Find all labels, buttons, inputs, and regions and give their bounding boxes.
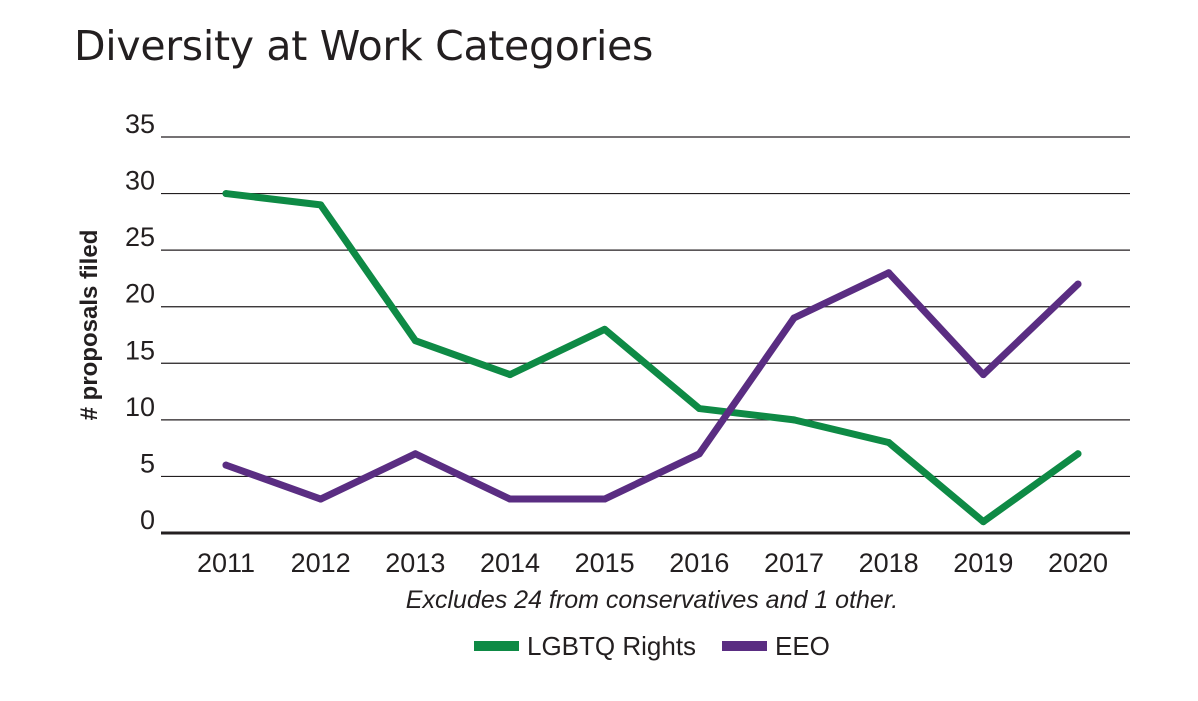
data-point bbox=[790, 416, 798, 424]
y-axis-ticks: 0 5 10 15 20 25 30 35 bbox=[125, 109, 155, 535]
y-tick-label: 5 bbox=[140, 448, 155, 478]
y-tick-label: 30 bbox=[125, 166, 155, 196]
series-line-lgbtq-rights bbox=[222, 190, 1082, 526]
data-point bbox=[979, 518, 987, 526]
x-tick-label: 2013 bbox=[385, 548, 445, 578]
y-tick-label: 20 bbox=[125, 279, 155, 309]
y-axis-label: # proposals filed bbox=[76, 230, 103, 421]
chart-annotation: Excludes 24 from conservatives and 1 oth… bbox=[406, 586, 898, 614]
data-point bbox=[885, 269, 893, 277]
chart-title: Diversity at Work Categories bbox=[74, 22, 654, 70]
x-tick-label: 2014 bbox=[480, 548, 540, 578]
data-point bbox=[222, 190, 230, 198]
y-tick-label: 25 bbox=[125, 222, 155, 252]
y-tick-label: 35 bbox=[125, 109, 155, 139]
data-point bbox=[695, 405, 703, 413]
x-axis-ticks: 2011 2012 2013 2014 2015 2016 2017 2018 2019 2020 bbox=[197, 548, 1108, 578]
data-point bbox=[411, 337, 419, 345]
x-tick-label: 2018 bbox=[859, 548, 919, 578]
data-point bbox=[601, 495, 609, 503]
data-point bbox=[317, 201, 325, 209]
data-point bbox=[601, 325, 609, 333]
y-tick-label: 0 bbox=[140, 505, 155, 535]
x-tick-label: 2016 bbox=[669, 548, 729, 578]
legend-label: LGBTQ Rights bbox=[527, 631, 696, 661]
series-line-eeo bbox=[222, 269, 1082, 503]
data-point bbox=[222, 461, 230, 469]
legend-label: EEO bbox=[775, 631, 830, 661]
data-point bbox=[317, 495, 325, 503]
x-tick-label: 2011 bbox=[197, 548, 255, 578]
x-tick-label: 2017 bbox=[764, 548, 824, 578]
series-lines bbox=[222, 190, 1082, 526]
data-point bbox=[506, 495, 514, 503]
y-tick-label: 15 bbox=[125, 335, 155, 365]
data-point bbox=[411, 450, 419, 458]
legend: LGBTQ Rights EEO bbox=[474, 631, 830, 661]
x-tick-label: 2019 bbox=[953, 548, 1013, 578]
data-point bbox=[1074, 450, 1082, 458]
data-point bbox=[1074, 280, 1082, 288]
data-point bbox=[885, 438, 893, 446]
y-tick-label: 10 bbox=[125, 392, 155, 422]
data-point bbox=[790, 314, 798, 322]
x-tick-label: 2015 bbox=[575, 548, 635, 578]
data-point bbox=[979, 371, 987, 379]
x-tick-label: 2020 bbox=[1048, 548, 1108, 578]
data-point bbox=[695, 450, 703, 458]
x-tick-label: 2012 bbox=[291, 548, 351, 578]
gridlines bbox=[161, 136, 1130, 535]
data-point bbox=[506, 371, 514, 379]
